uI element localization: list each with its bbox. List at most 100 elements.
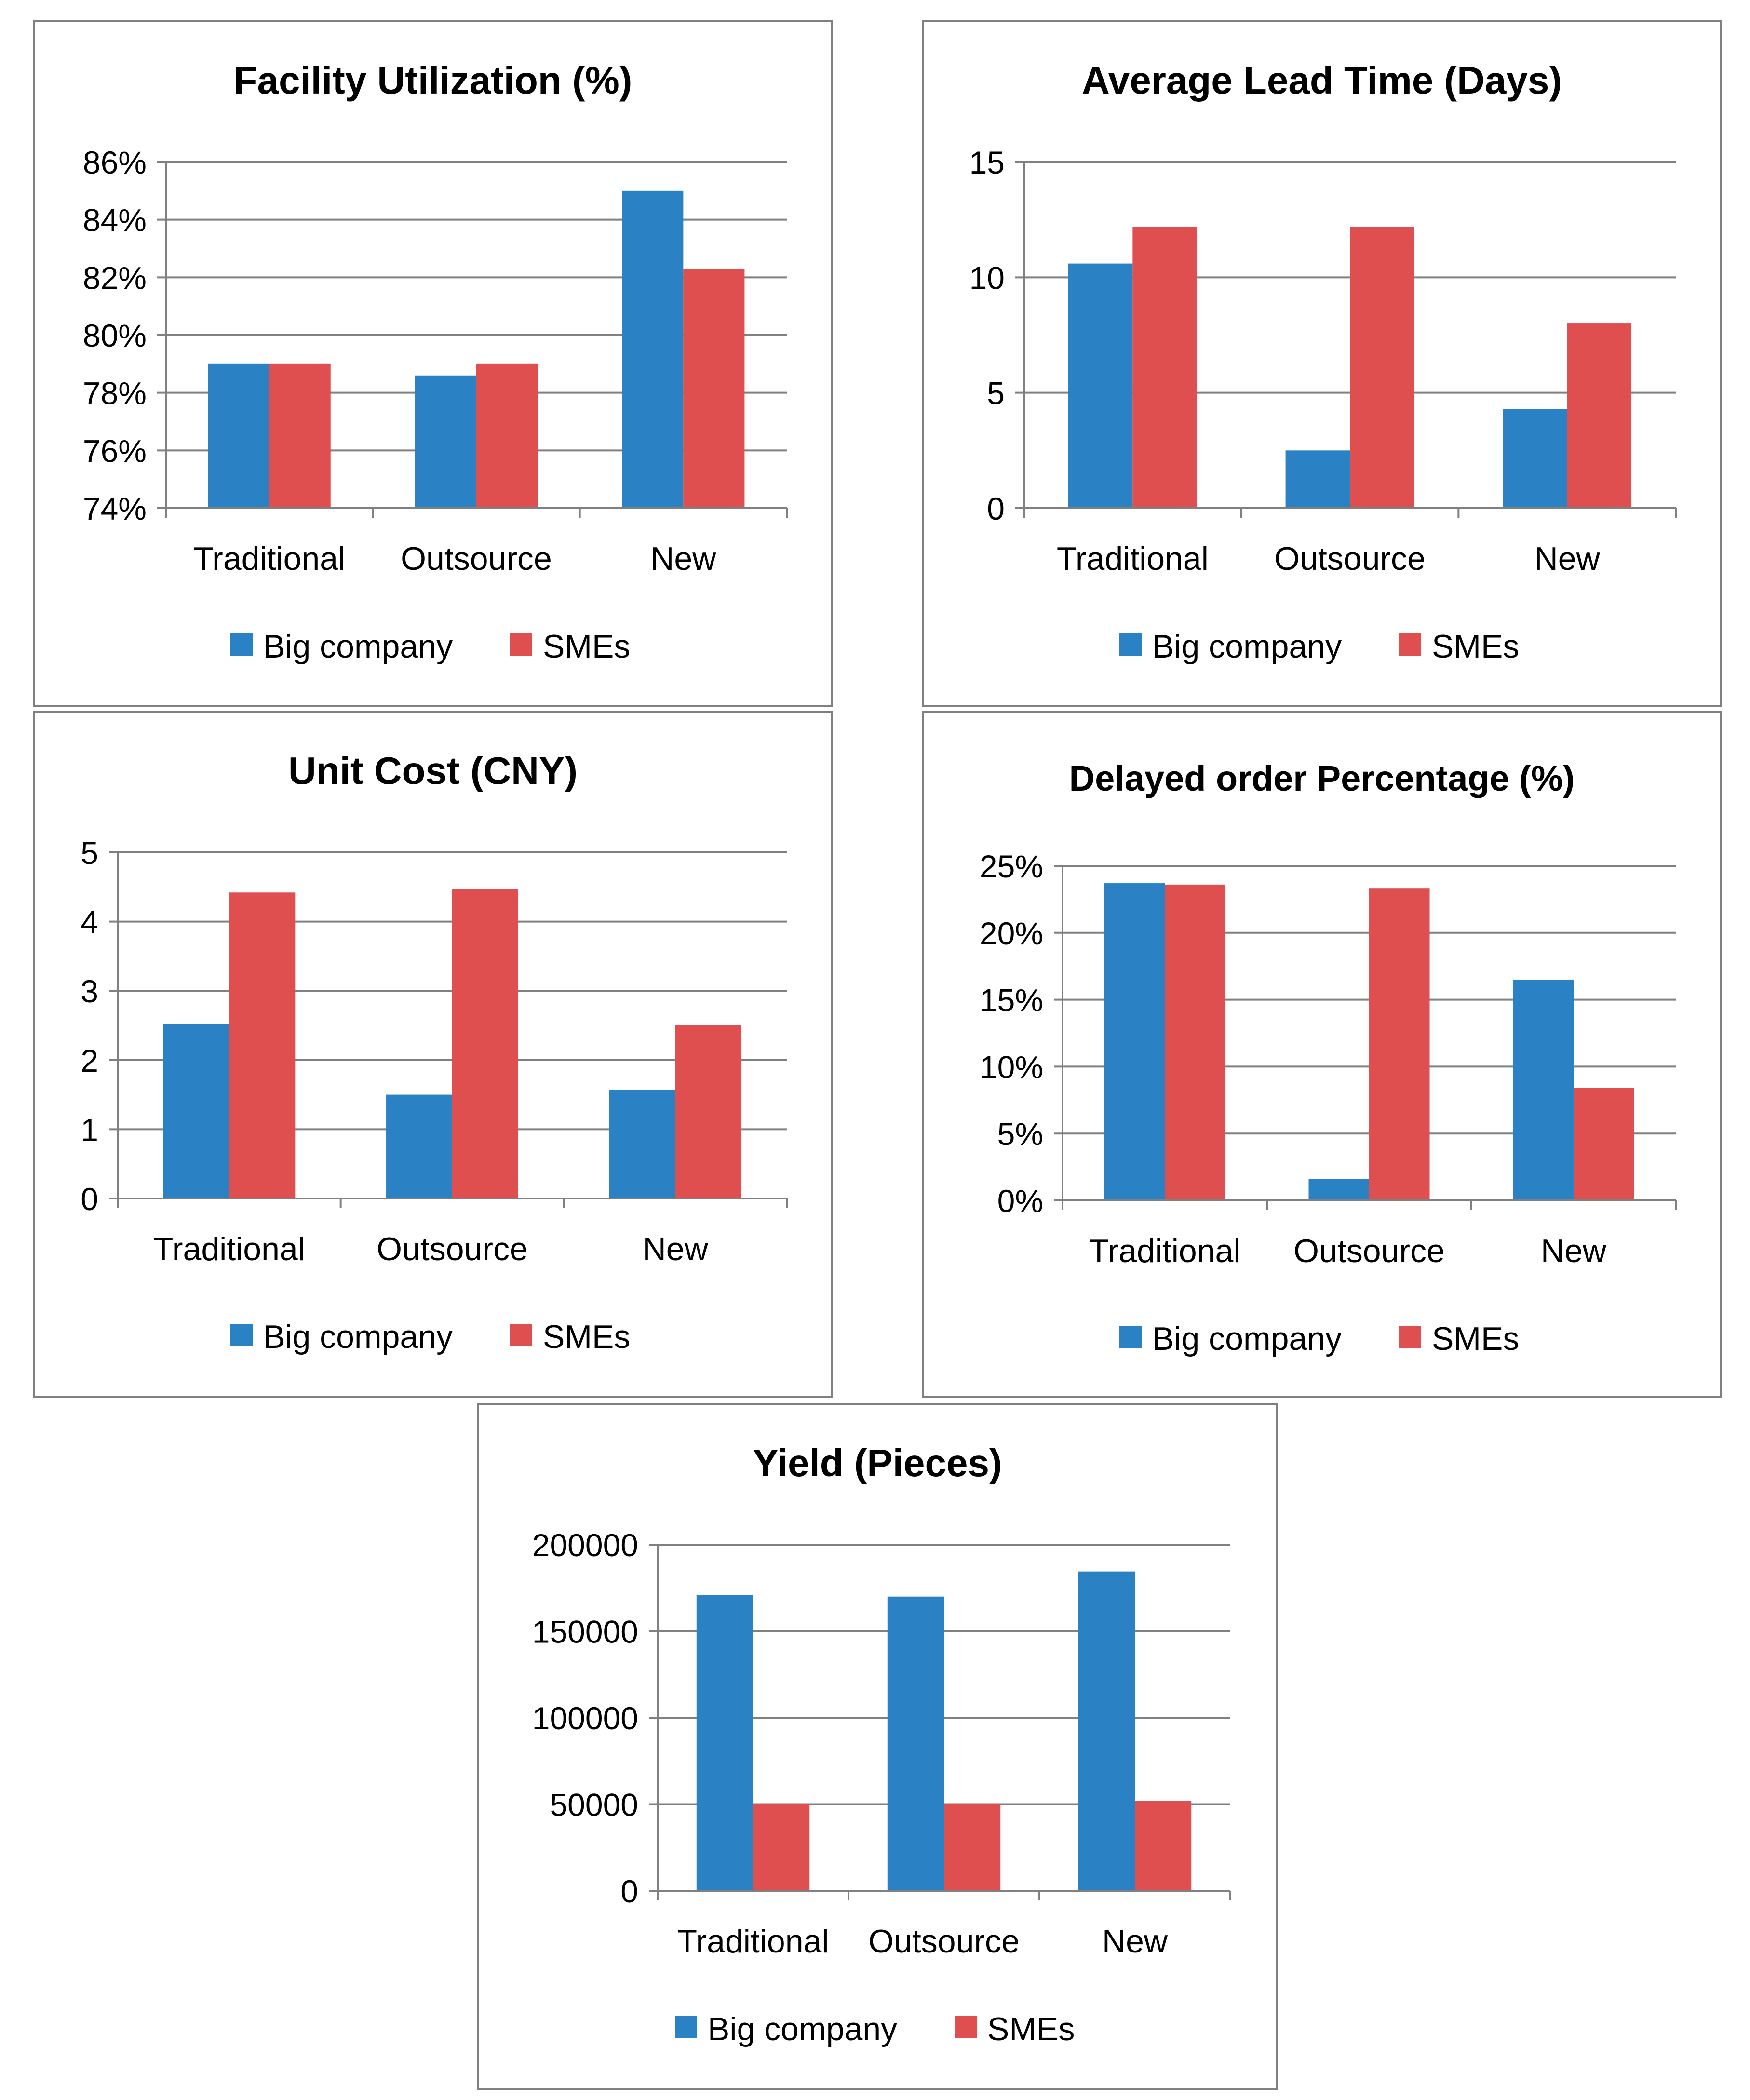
bar-big-company-outsource: [1285, 450, 1350, 508]
legend: Big company SMEs: [675, 2011, 1075, 2047]
legend-swatch-big-company: [1119, 633, 1142, 656]
bar-smes-traditional: [269, 363, 331, 508]
y-tick-label: 5%: [997, 1116, 1043, 1152]
x-tick-label: Traditional: [1089, 1233, 1241, 1269]
bar-big-company-new: [1078, 1571, 1135, 1891]
bar-smes-traditional: [1165, 884, 1225, 1200]
chart-title: Yield (Pieces): [753, 1441, 1002, 1484]
x-tick-label: Outsource: [1293, 1233, 1445, 1269]
chart-svg: Unit Cost (CNY) 0 1 2 3 4 5 Traditional Outsourc…: [81, 749, 788, 1355]
x-tick-label: Outsource: [868, 1923, 1020, 1960]
bar-big-company-traditional: [208, 363, 269, 508]
bar-smes-new: [683, 269, 745, 508]
y-tick-label: 150000: [532, 1614, 638, 1650]
bar-big-company-traditional: [1068, 263, 1133, 508]
y-tick-label: 4: [81, 904, 98, 940]
legend-swatch-smes: [510, 633, 532, 656]
y-tick-label: 1: [81, 1112, 98, 1147]
y-tick-label: 15%: [980, 983, 1043, 1018]
chart-svg: Facility Utilization (%) 74% 76% 78% 80% 82% 8…: [83, 59, 788, 665]
bar-big-company-new: [1503, 409, 1567, 508]
y-tick-label: 0: [987, 491, 1005, 526]
chart-panel-facility-utilization: Facility Utilization (%) 74% 76% 78% 80% 82% 8…: [33, 20, 833, 707]
chart-panel-yield: Yield (Pieces) 0 50000 100000 150000 200000 Tr…: [477, 1403, 1278, 2090]
x-tick-label: Outsource: [1274, 540, 1426, 577]
bar-big-company-new: [1513, 979, 1574, 1200]
y-tick-label: 10%: [980, 1049, 1043, 1085]
y-tick-label: 200000: [532, 1527, 638, 1563]
bar-big-company-traditional: [163, 1024, 229, 1198]
y-tick-label: 86%: [83, 145, 147, 180]
legend-label-big-company: Big company: [1152, 628, 1342, 665]
chart-panel-average-lead-time: Average Lead Time (Days) 0 5 10 15 Traditiona…: [922, 20, 1722, 707]
bar-smes-new: [675, 1025, 741, 1198]
legend-label-big-company: Big company: [263, 628, 453, 665]
bar-big-company-outsource: [386, 1094, 452, 1198]
x-tick-label: Traditional: [1057, 540, 1209, 577]
legend-swatch-big-company: [1119, 1326, 1142, 1348]
x-tick-label: New: [1102, 1923, 1168, 1960]
y-tick-label: 80%: [83, 318, 147, 353]
legend-swatch-smes: [1399, 633, 1421, 656]
bar-smes-outsource: [1350, 227, 1414, 508]
bar-big-company-traditional: [696, 1595, 753, 1891]
legend-swatch-big-company: [230, 1324, 253, 1346]
x-tick-label: Outsource: [401, 540, 552, 577]
y-tick-label: 15: [969, 145, 1005, 180]
bar-smes-outsource: [452, 889, 518, 1198]
bar-smes-new: [1135, 1801, 1192, 1891]
bar-big-company-outsource: [1308, 1179, 1369, 1200]
bar-smes-new: [1567, 323, 1632, 508]
chart-svg: Average Lead Time (Days) 0 5 10 15 Traditiona…: [969, 59, 1677, 665]
legend: Big company SMEs: [230, 628, 630, 665]
chart-panel-delayed-order-percentage: Delayed order Percentage (%) 0% 5% 10% 15% 20…: [922, 711, 1722, 1398]
legend-label-smes: SMEs: [987, 2011, 1075, 2047]
x-tick-label: Traditional: [193, 540, 345, 577]
chart-svg: Delayed order Percentage (%) 0% 5% 10% 15% 20…: [980, 758, 1677, 1357]
bar-smes-outsource: [476, 363, 538, 508]
legend-swatch-big-company: [675, 2016, 697, 2038]
legend: Big company SMEs: [230, 1319, 630, 1355]
bar-smes-outsource: [944, 1804, 1001, 1891]
legend: Big company SMEs: [1119, 628, 1519, 665]
legend-label-smes: SMEs: [543, 628, 630, 665]
y-tick-label: 25%: [980, 848, 1043, 884]
x-tick-label: New: [1535, 540, 1601, 577]
bar-smes-traditional: [753, 1804, 810, 1891]
legend-swatch-smes: [1399, 1326, 1421, 1348]
chart-title: Average Lead Time (Days): [1082, 59, 1562, 102]
bar-big-company-new: [609, 1090, 675, 1198]
y-tick-label: 78%: [83, 376, 147, 411]
chart-title: Delayed order Percentage (%): [1069, 758, 1575, 798]
legend-swatch-big-company: [230, 633, 253, 656]
legend-label-smes: SMEs: [1432, 1320, 1519, 1357]
legend-label-big-company: Big company: [263, 1319, 453, 1355]
y-tick-label: 84%: [83, 202, 147, 238]
y-tick-label: 5: [81, 835, 98, 871]
legend-label-big-company: Big company: [708, 2011, 897, 2047]
x-tick-label: New: [650, 540, 716, 577]
bar-big-company-outsource: [415, 375, 476, 508]
y-tick-label: 0: [620, 1873, 638, 1909]
legend: Big company SMEs: [1119, 1320, 1519, 1357]
x-tick-label: Traditional: [153, 1231, 305, 1267]
bar-smes-new: [1574, 1088, 1634, 1200]
y-tick-label: 2: [81, 1043, 98, 1078]
y-tick-label: 5: [987, 376, 1005, 411]
y-tick-label: 20%: [980, 915, 1043, 951]
bar-big-company-new: [622, 190, 684, 508]
legend-swatch-smes: [510, 1324, 532, 1346]
legend-swatch-smes: [955, 2016, 977, 2038]
legend-label-smes: SMEs: [1432, 628, 1519, 665]
legend-label-big-company: Big company: [1152, 1320, 1342, 1357]
bar-big-company-outsource: [887, 1596, 944, 1891]
x-tick-label: Outsource: [377, 1231, 528, 1267]
bar-smes-traditional: [1132, 227, 1197, 508]
y-tick-label: 76%: [83, 433, 147, 469]
bar-big-company-traditional: [1104, 883, 1165, 1200]
y-tick-label: 82%: [83, 260, 147, 296]
y-tick-label: 0: [81, 1181, 98, 1217]
y-tick-label: 50000: [550, 1787, 638, 1823]
bar-smes-traditional: [229, 892, 296, 1198]
y-tick-label: 100000: [532, 1700, 638, 1736]
